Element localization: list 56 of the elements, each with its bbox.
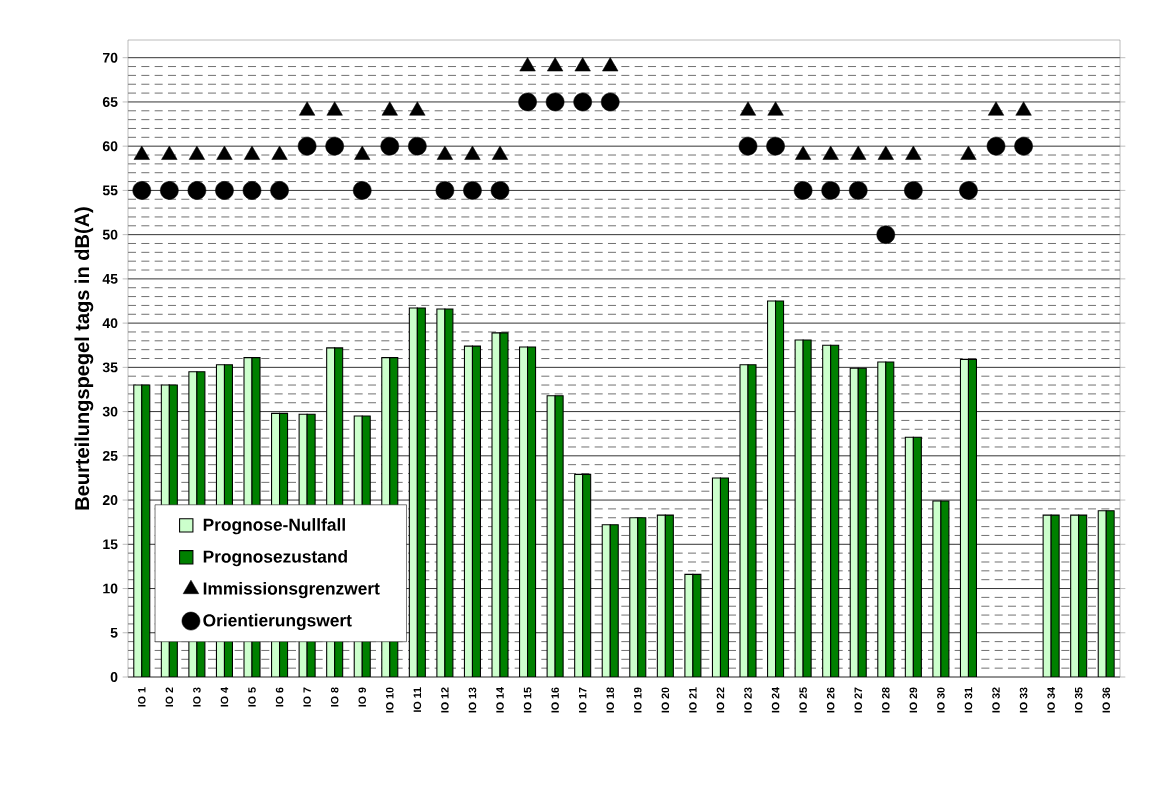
y-tick-label: 50 xyxy=(102,229,118,240)
x-tick-label: IO 27 xyxy=(854,687,863,713)
x-tick-label: IO 24 xyxy=(771,687,780,713)
x-tick-label: IO 6 xyxy=(275,687,284,707)
x-tick-label: IO 7 xyxy=(303,687,311,707)
x-tick-label: IO 1 xyxy=(138,687,146,707)
legend-label: Prognosezustand xyxy=(203,550,347,567)
x-tick-label: IO 16 xyxy=(551,687,559,713)
x-tick-label: IO 11 xyxy=(413,687,422,712)
x-tick-label: IO 29 xyxy=(909,687,918,713)
x-tick-label: IO 18 xyxy=(606,687,615,713)
x-tick-label: IO 9 xyxy=(358,687,366,707)
y-axis-title: Beurteilungspegel tags in dB(A) xyxy=(74,207,94,510)
x-tick-label: IO 4 xyxy=(220,687,229,707)
x-tick-label: IO 21 xyxy=(689,687,697,713)
x-tick-label: IO 33 xyxy=(1019,687,1028,713)
legend-label: Orientierungswert xyxy=(203,613,352,631)
x-tick-label: IO 12 xyxy=(441,687,449,713)
y-tick-label: 55 xyxy=(102,185,118,196)
x-tick-label: IO 13 xyxy=(468,687,477,713)
y-tick-label: 30 xyxy=(102,406,118,417)
y-tick-label: 5 xyxy=(110,627,118,638)
y-tick-label: 40 xyxy=(102,318,118,329)
x-tick-label: IO 32 xyxy=(992,687,1000,713)
x-tick-label: IO 34 xyxy=(1047,687,1055,713)
x-tick-label: IO 35 xyxy=(1074,687,1083,713)
x-tick-label: IO 30 xyxy=(937,687,945,713)
x-tick-label: IO 19 xyxy=(634,687,642,713)
y-tick-label: 0 xyxy=(110,672,118,682)
x-tick-label: IO 2 xyxy=(165,687,174,707)
y-tick-label: 20 xyxy=(102,495,118,506)
x-tick-label: IO 15 xyxy=(523,687,532,713)
y-tick-label: 35 xyxy=(102,362,118,373)
x-tick-label: IO 20 xyxy=(661,687,670,713)
y-tick-label: 60 xyxy=(102,141,118,152)
y-tick-label: 25 xyxy=(102,450,118,461)
legend-label: Immissionsgrenzwert xyxy=(203,581,380,599)
x-tick-label: IO 8 xyxy=(330,687,339,707)
x-tick-label: IO 17 xyxy=(578,687,587,713)
y-tick-label: 45 xyxy=(102,274,118,284)
x-tick-label: IO 23 xyxy=(744,687,752,713)
x-tick-label: IO 26 xyxy=(826,687,835,713)
x-tick-label: IO 36 xyxy=(1102,687,1111,713)
x-tick-label: IO 5 xyxy=(248,687,256,707)
y-tick-label: 10 xyxy=(103,583,118,594)
x-tick-label: IO 22 xyxy=(716,687,725,713)
y-tick-label: 15 xyxy=(103,539,118,550)
x-tick-label: IO 14 xyxy=(496,687,504,713)
x-tick-label: IO 3 xyxy=(193,687,201,707)
x-tick-label: IO 10 xyxy=(386,687,394,713)
y-tick-label: 70 xyxy=(102,52,118,63)
legend-label: Prognose-Nullfall xyxy=(203,518,345,535)
x-tick-label: IO 31 xyxy=(964,687,973,713)
y-tick-label: 65 xyxy=(102,96,118,107)
x-tick-label: IO 28 xyxy=(882,687,890,713)
x-tick-label: IO 25 xyxy=(799,687,807,713)
